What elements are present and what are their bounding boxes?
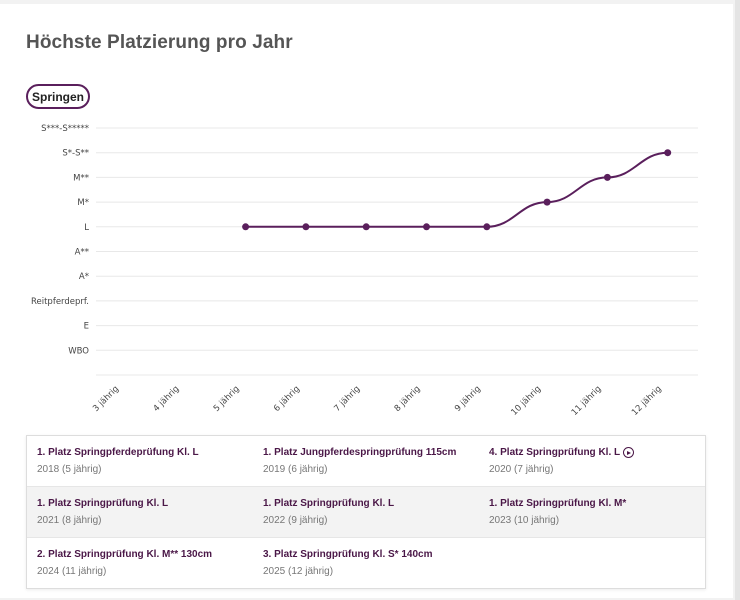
y-tick-label: M** xyxy=(73,173,89,183)
data-point[interactable] xyxy=(423,223,430,231)
x-tick-label: 11 jährig xyxy=(570,384,604,415)
x-tick-label: 8 jährig xyxy=(393,384,423,414)
result-cell[interactable]: 4. Platz Springprüfung Kl. L 2020 (7 jähr… xyxy=(479,436,705,486)
result-year: 2020 (7 jährig) xyxy=(489,464,554,475)
x-tick-label: 9 jährig xyxy=(453,384,483,414)
x-tick-label: 4 jährig xyxy=(151,384,181,414)
result-year: 2024 (11 jährig) xyxy=(37,566,107,577)
y-tick-label: L xyxy=(84,223,89,233)
data-point[interactable] xyxy=(362,223,370,231)
result-title: 1. Platz Springprüfung Kl. L xyxy=(37,498,253,509)
result-year: 2022 (9 jährig) xyxy=(263,515,328,526)
y-tick-label: S*-S** xyxy=(62,149,89,159)
x-tick-label: 12 jährig xyxy=(630,384,664,415)
result-year: 2025 (12 jährig) xyxy=(263,566,334,577)
result-title-text: 3. Platz Springprüfung Kl. S* 140cm xyxy=(263,549,433,560)
y-tick-label: A** xyxy=(75,248,89,258)
x-tick-label: 3 jährig xyxy=(91,384,121,414)
result-cell[interactable]: 1. Platz Springpferdeprüfung Kl. L 2018 (… xyxy=(27,436,253,486)
result-title: 2. Platz Springprüfung Kl. M** 130cm xyxy=(37,549,253,560)
result-title-text: 2. Platz Springprüfung Kl. M** 130cm xyxy=(37,549,213,560)
result-cell[interactable]: 1. Platz Springprüfung Kl. M* 2023 (10 jä… xyxy=(479,487,705,537)
y-tick-label: WBO xyxy=(68,346,89,356)
data-point[interactable] xyxy=(664,149,672,157)
result-year: 2019 (6 jährig) xyxy=(263,464,328,475)
result-title-text: 1. Platz Jungpferdespringprüfung 115cm xyxy=(263,447,457,458)
result-title: 1. Platz Springprüfung Kl. M* xyxy=(489,498,705,509)
x-tick-label: 10 jährig xyxy=(509,384,543,415)
result-cell[interactable]: 1. Platz Springprüfung Kl. L 2021 (8 jähr… xyxy=(27,487,253,537)
x-tick-label: 7 jährig xyxy=(332,384,362,414)
springen-filter-button[interactable]: Springen xyxy=(26,84,90,109)
result-title-text: 1. Platz Springprüfung Kl. L xyxy=(37,498,169,509)
y-tick-label: M* xyxy=(77,198,89,208)
data-point[interactable] xyxy=(603,173,611,181)
result-cell[interactable]: 1. Platz Jungpferdespringprüfung 115cm 20… xyxy=(253,436,479,486)
result-cell[interactable]: 1. Platz Springprüfung Kl. L 2022 (9 jähr… xyxy=(253,487,479,537)
result-title-text: 4. Platz Springprüfung Kl. L xyxy=(489,447,621,458)
result-year: 2021 (8 jährig) xyxy=(37,515,102,526)
scrollbar-track[interactable] xyxy=(735,0,740,600)
results-row: 1. Platz Springpferdeprüfung Kl. L 2018 (… xyxy=(27,436,705,487)
result-title: 3. Platz Springprüfung Kl. S* 140cm xyxy=(263,549,479,560)
placement-chart: WBO E Reitpferdeprf. A* A** L M* M** S*-S** S***-… xyxy=(31,124,698,415)
y-tick-label: Reitpferdeprf. xyxy=(31,297,89,307)
result-cell[interactable]: 3. Platz Springprüfung Kl. S* 140cm 2025 … xyxy=(253,538,479,588)
play-video-icon[interactable] xyxy=(623,447,635,458)
y-tick-label: A* xyxy=(79,272,89,282)
result-title-text: 1. Platz Springpferdeprüfung Kl. L xyxy=(37,447,199,458)
data-point[interactable] xyxy=(543,198,551,206)
y-tick-label: E xyxy=(84,322,89,332)
result-title: 4. Platz Springprüfung Kl. L xyxy=(489,447,705,458)
result-year: 2018 (5 jährig) xyxy=(37,464,102,475)
y-tick-label: S***-S***** xyxy=(41,124,89,134)
data-point[interactable] xyxy=(483,223,491,231)
result-cell[interactable]: 2. Platz Springprüfung Kl. M** 130cm 2024… xyxy=(27,538,253,588)
result-title: 1. Platz Springpferdeprüfung Kl. L xyxy=(37,447,253,458)
results-row: 2. Platz Springprüfung Kl. M** 130cm 2024… xyxy=(27,538,705,588)
result-year: 2023 (10 jährig) xyxy=(489,515,560,526)
page-title: Höchste Platzierung pro Jahr xyxy=(26,32,293,53)
result-title-text: 1. Platz Springprüfung Kl. M* xyxy=(489,498,627,509)
data-point[interactable] xyxy=(242,223,250,231)
results-table: 1. Platz Springpferdeprüfung Kl. L 2018 (… xyxy=(26,435,706,589)
result-title: 1. Platz Springprüfung Kl. L xyxy=(263,498,479,509)
result-title-text: 1. Platz Springprüfung Kl. L xyxy=(263,498,395,509)
series-line xyxy=(245,151,668,228)
result-title: 1. Platz Jungpferdespringprüfung 115cm xyxy=(263,447,479,458)
x-tick-label: 6 jährig xyxy=(272,384,302,414)
data-point[interactable] xyxy=(302,223,310,231)
results-row: 1. Platz Springprüfung Kl. L 2021 (8 jähr… xyxy=(27,487,705,538)
x-tick-label: 5 jährig xyxy=(212,384,242,414)
